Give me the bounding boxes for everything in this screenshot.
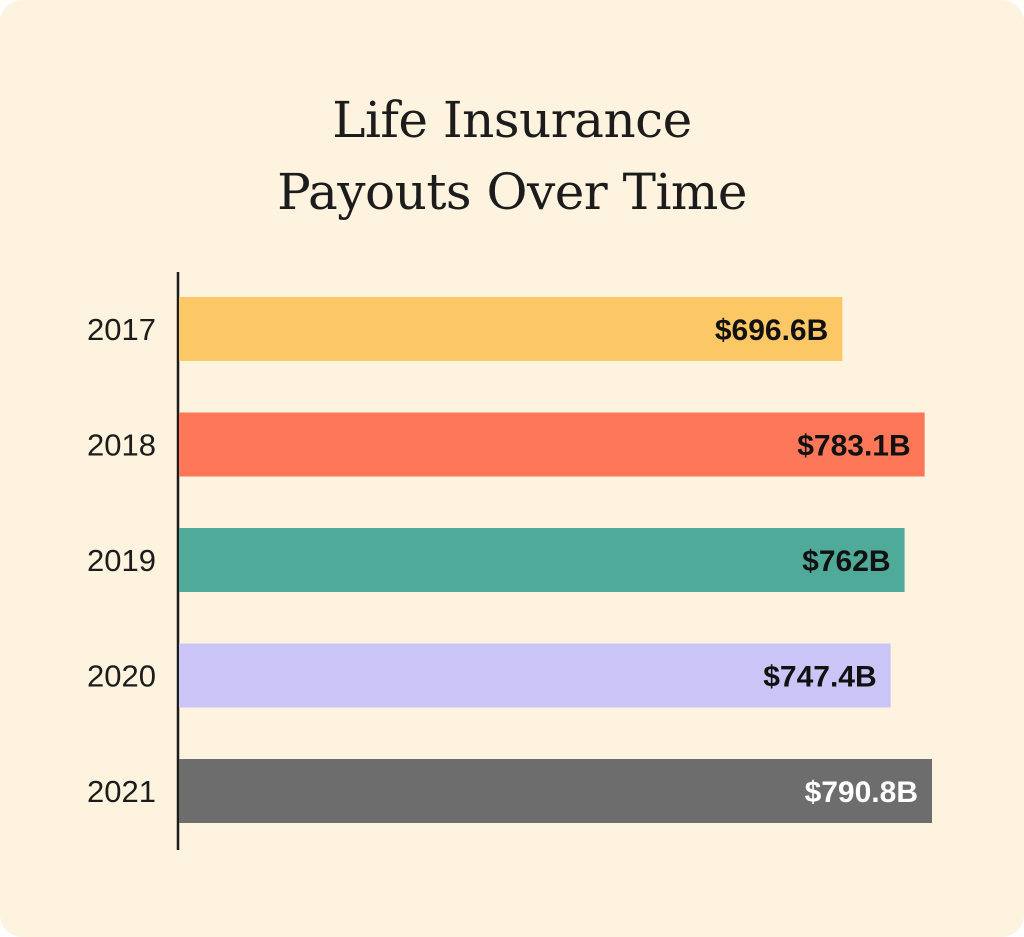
- y-tick-label-2019: 2019: [87, 543, 156, 578]
- value-label-2017: $696.6B: [715, 314, 828, 347]
- bar-2019: [179, 528, 905, 592]
- value-label-2021: $790.8B: [805, 776, 918, 809]
- chart-title: Life Insurance Payouts Over Time: [0, 84, 1024, 228]
- value-label-2020: $747.4B: [763, 661, 876, 694]
- y-tick-label-2018: 2018: [87, 428, 156, 463]
- chart-title-line-1: Life Insurance: [332, 91, 692, 149]
- bars-group: 2017 $696.6B 2018 $783.1B 2019 $762B 2020 $747.…: [87, 297, 932, 823]
- bar-2020: [179, 643, 891, 708]
- y-tick-label-2020: 2020: [87, 659, 156, 694]
- bar-2021: [179, 759, 932, 823]
- y-tick-label-2021: 2021: [87, 774, 156, 809]
- y-tick-label-2017: 2017: [87, 312, 156, 347]
- bar-2017: [179, 297, 843, 361]
- value-label-2018: $783.1B: [797, 430, 910, 463]
- chart-title-line-2: Payouts Over Time: [277, 163, 747, 221]
- value-label-2019: $762B: [802, 545, 890, 578]
- bar-2018: [179, 412, 925, 477]
